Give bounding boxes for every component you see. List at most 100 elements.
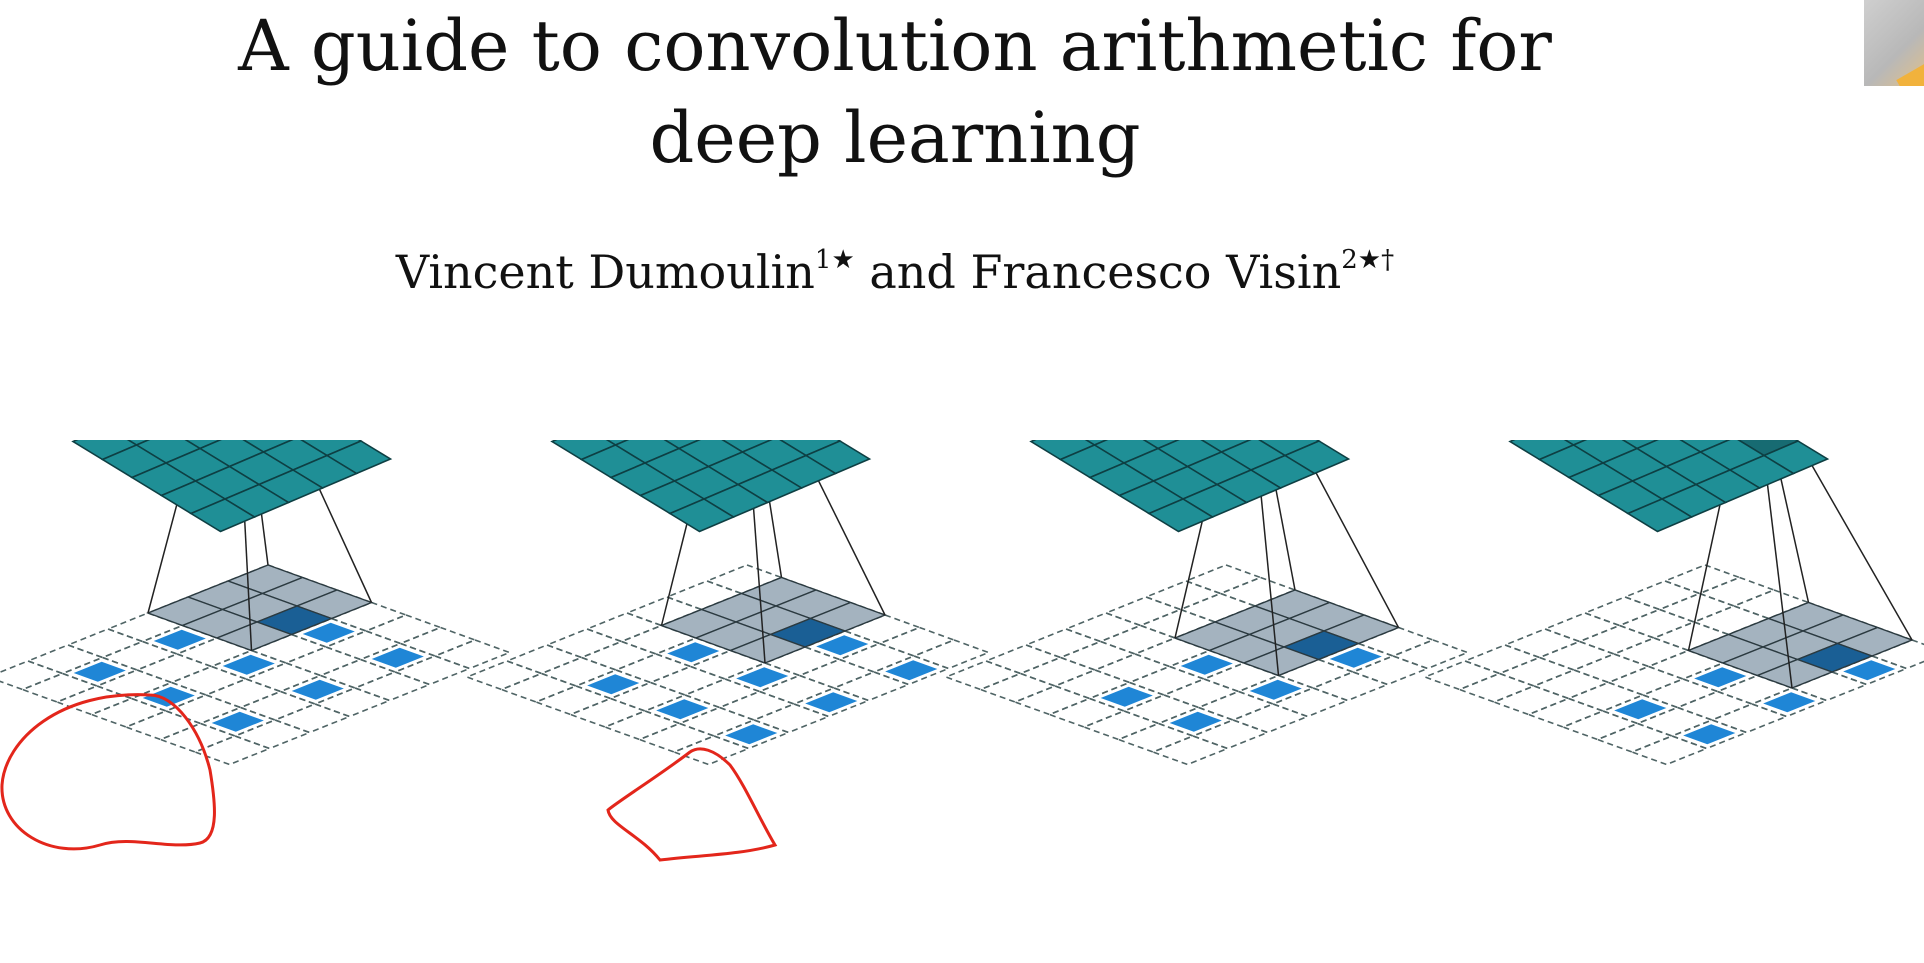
input-cell bbox=[539, 656, 619, 687]
output-grid bbox=[71, 440, 393, 533]
projection-line bbox=[797, 440, 886, 616]
input-cell bbox=[1611, 637, 1691, 668]
input-cell bbox=[392, 655, 472, 686]
input-value-cell bbox=[805, 692, 858, 713]
input-cell bbox=[134, 653, 214, 684]
output-cell bbox=[1147, 498, 1215, 533]
red-scribble-annotation bbox=[606, 747, 778, 862]
input-cell bbox=[1657, 592, 1737, 623]
input-cell bbox=[100, 640, 180, 671]
input-cell bbox=[20, 672, 100, 703]
projection-line bbox=[1763, 455, 1793, 689]
input-cell bbox=[943, 660, 1023, 691]
input-cell bbox=[579, 640, 659, 671]
dagger-icon: † bbox=[1381, 245, 1395, 275]
input-cell bbox=[1156, 706, 1236, 737]
input-cell bbox=[1709, 703, 1789, 734]
input-cell bbox=[352, 671, 432, 702]
input-cell bbox=[757, 674, 837, 705]
figure-panel-1 bbox=[0, 440, 512, 766]
input-cell bbox=[1390, 639, 1470, 670]
input-cell bbox=[584, 612, 664, 643]
input-cell bbox=[65, 628, 145, 659]
input-value-cell bbox=[885, 660, 938, 681]
figure-panel-3 bbox=[943, 440, 1470, 766]
input-cell bbox=[1103, 596, 1183, 627]
input-cell bbox=[504, 644, 584, 675]
input-cell bbox=[797, 658, 877, 689]
input-cell bbox=[602, 710, 682, 741]
input-cell bbox=[1640, 678, 1720, 709]
input-value-cell bbox=[736, 667, 789, 688]
input-cell bbox=[1063, 612, 1143, 643]
input-cell bbox=[717, 690, 797, 721]
input-value-cell bbox=[587, 674, 640, 695]
input-cell bbox=[624, 596, 704, 627]
input-cell bbox=[1098, 624, 1178, 655]
figure-panel-4 bbox=[1422, 440, 1924, 766]
input-cell bbox=[648, 665, 728, 696]
input-cell bbox=[499, 672, 579, 703]
input-cell bbox=[911, 639, 991, 670]
input-value-cell bbox=[1249, 679, 1302, 700]
input-cell bbox=[1577, 624, 1657, 655]
input-cell bbox=[323, 630, 403, 661]
input-cell bbox=[169, 665, 249, 696]
input-value-cell bbox=[1329, 647, 1382, 668]
input-value-cell bbox=[1100, 686, 1153, 707]
input-cell bbox=[533, 685, 613, 716]
input-cell bbox=[1230, 703, 1310, 734]
input-cell bbox=[0, 660, 65, 691]
kernel-window bbox=[659, 576, 887, 664]
star-icon: ★ bbox=[1357, 245, 1382, 275]
input-cell bbox=[837, 642, 917, 673]
input-cell bbox=[1622, 580, 1702, 611]
figure-panel-2 bbox=[464, 440, 991, 766]
convolution-figure bbox=[0, 440, 1924, 862]
input-value-cell bbox=[291, 679, 344, 700]
input-cell bbox=[1196, 690, 1276, 721]
input-cell bbox=[398, 626, 478, 657]
input-cell bbox=[1183, 564, 1263, 595]
input-value-cell bbox=[1843, 660, 1896, 681]
input-cell bbox=[1651, 621, 1731, 652]
input-cell bbox=[613, 653, 693, 684]
input-cell bbox=[1422, 660, 1502, 691]
input-cell bbox=[1537, 640, 1617, 671]
input-cell bbox=[1161, 678, 1241, 709]
input-cell bbox=[94, 669, 174, 700]
input-cell bbox=[1138, 608, 1218, 639]
output-cell bbox=[189, 498, 257, 533]
input-cell bbox=[89, 697, 169, 728]
input-cell bbox=[283, 646, 363, 677]
input-value-cell bbox=[816, 635, 869, 656]
input-cell bbox=[1116, 722, 1196, 753]
input-cell bbox=[1081, 710, 1161, 741]
input-grid bbox=[943, 564, 1470, 766]
input-cell bbox=[791, 687, 871, 718]
input-cell bbox=[1092, 653, 1172, 684]
input-cell bbox=[711, 719, 791, 750]
input-cell bbox=[704, 564, 784, 595]
input-cell bbox=[192, 735, 272, 766]
input-value-cell bbox=[1614, 699, 1667, 720]
author-line: Vincent Dumoulin1★ and Francesco Visin2★… bbox=[300, 230, 1490, 302]
input-cell bbox=[1526, 697, 1606, 728]
input-cell bbox=[278, 674, 358, 705]
star-icon: ★ bbox=[831, 245, 855, 275]
input-cell bbox=[1047, 697, 1127, 728]
input-cell bbox=[1457, 672, 1537, 703]
input-cell bbox=[1270, 687, 1350, 718]
input-cell bbox=[1023, 628, 1103, 659]
input-value-cell bbox=[73, 661, 126, 682]
input-cell bbox=[1749, 687, 1829, 718]
input-value-cell bbox=[725, 724, 778, 745]
input-cell bbox=[432, 639, 512, 670]
input-cell bbox=[1052, 669, 1132, 700]
author-1-affiliation: 1 bbox=[814, 245, 832, 275]
input-cell bbox=[1218, 576, 1298, 607]
input-cell bbox=[1236, 674, 1316, 705]
input-cell bbox=[544, 628, 624, 659]
output-cell bbox=[668, 498, 736, 533]
input-cell bbox=[1491, 685, 1571, 716]
